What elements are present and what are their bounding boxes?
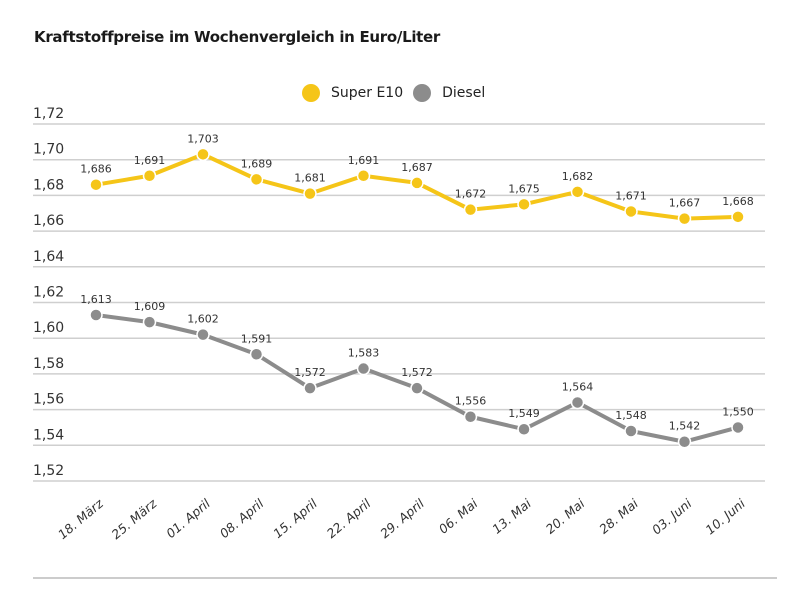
x-tick-label: 18. März bbox=[55, 496, 106, 542]
data-label: 1,583 bbox=[348, 347, 380, 360]
data-label: 1,691 bbox=[348, 154, 380, 167]
data-label: 1,703 bbox=[187, 132, 219, 145]
data-point bbox=[570, 185, 585, 199]
data-label: 1,572 bbox=[401, 366, 433, 379]
data-point bbox=[731, 420, 745, 435]
data-label: 1,602 bbox=[187, 313, 219, 326]
data-point bbox=[303, 186, 317, 201]
data-point bbox=[249, 347, 264, 362]
legend-marker-super-e10 bbox=[302, 84, 320, 102]
y-tick-label: 1,60 bbox=[33, 320, 64, 336]
data-point bbox=[410, 381, 424, 395]
data-point bbox=[517, 422, 531, 436]
data-label: 1,667 bbox=[669, 197, 701, 210]
data-point bbox=[463, 202, 478, 217]
data-label: 1,672 bbox=[455, 188, 487, 201]
data-point bbox=[142, 169, 157, 183]
x-tick-label: 15. April bbox=[270, 495, 320, 541]
data-label: 1,609 bbox=[134, 300, 166, 313]
y-tick-label: 1,70 bbox=[33, 142, 64, 158]
data-point bbox=[89, 308, 103, 322]
y-tick-label: 1,52 bbox=[33, 463, 64, 479]
y-tick-label: 1,56 bbox=[33, 392, 64, 408]
x-tick-label: 29. April bbox=[377, 495, 427, 541]
data-point bbox=[356, 361, 371, 376]
x-tick-label: 03. Juni bbox=[649, 495, 695, 537]
x-tick-label: 28. Mai bbox=[596, 495, 641, 536]
legend-item-super-e10: Super E10 bbox=[302, 84, 403, 102]
data-label: 1,686 bbox=[80, 163, 112, 176]
legend-label-diesel: Diesel bbox=[442, 85, 486, 101]
data-label: 1,682 bbox=[562, 170, 594, 183]
x-tick-label: 08. April bbox=[217, 495, 267, 541]
legend-label-super-e10: Super E10 bbox=[331, 85, 404, 101]
data-label: 1,564 bbox=[562, 380, 594, 393]
data-label: 1,671 bbox=[615, 189, 647, 202]
data-label: 1,681 bbox=[294, 172, 326, 185]
data-label: 1,613 bbox=[80, 293, 112, 306]
y-tick-label: 1,54 bbox=[33, 427, 64, 443]
data-point bbox=[517, 197, 531, 212]
data-point bbox=[463, 409, 478, 424]
data-label: 1,689 bbox=[241, 157, 273, 170]
x-tick-label: 10. Juni bbox=[702, 495, 748, 537]
x-tick-label: 01. April bbox=[163, 495, 213, 541]
data-point bbox=[410, 176, 424, 190]
y-tick-label: 1,62 bbox=[33, 285, 64, 301]
data-label: 1,668 bbox=[722, 195, 754, 208]
data-point bbox=[356, 169, 371, 183]
data-label: 1,687 bbox=[401, 161, 433, 174]
data-point bbox=[249, 172, 264, 187]
data-point bbox=[731, 210, 745, 224]
data-label: 1,591 bbox=[241, 332, 273, 345]
data-label: 1,572 bbox=[294, 366, 326, 379]
data-point bbox=[624, 424, 638, 438]
y-tick-label: 1,58 bbox=[33, 356, 64, 372]
data-point bbox=[624, 204, 638, 219]
data-point bbox=[570, 395, 585, 410]
data-label: 1,691 bbox=[134, 154, 166, 167]
data-point bbox=[196, 147, 210, 162]
data-point bbox=[677, 434, 692, 449]
data-point bbox=[196, 327, 210, 342]
data-label: 1,542 bbox=[669, 420, 701, 433]
data-point bbox=[89, 177, 103, 192]
data-point bbox=[303, 381, 317, 395]
x-tick-label: 25. März bbox=[108, 496, 159, 542]
legend-item-diesel: Diesel bbox=[413, 84, 485, 102]
legend: Super E10 Diesel bbox=[302, 84, 495, 102]
x-tick-label: 13. Mai bbox=[489, 495, 534, 536]
chart-title: Kraftstoffpreise im Wochenvergleich in E… bbox=[34, 28, 441, 46]
y-tick-label: 1,64 bbox=[33, 249, 64, 265]
data-label: 1,549 bbox=[508, 407, 540, 420]
data-label: 1,556 bbox=[455, 395, 487, 408]
data-label: 1,550 bbox=[722, 405, 754, 418]
data-point bbox=[142, 315, 157, 329]
data-label: 1,548 bbox=[615, 409, 647, 422]
data-point bbox=[677, 211, 692, 226]
x-tick-label: 22. April bbox=[324, 495, 374, 541]
x-tick-label: 20. Mai bbox=[543, 495, 588, 536]
y-tick-label: 1,72 bbox=[33, 106, 64, 122]
data-label: 1,675 bbox=[508, 182, 540, 195]
legend-marker-diesel bbox=[413, 84, 432, 102]
x-tick-label: 06. Mai bbox=[436, 495, 481, 536]
y-tick-label: 1,68 bbox=[33, 177, 64, 193]
y-tick-label: 1,66 bbox=[33, 213, 64, 229]
